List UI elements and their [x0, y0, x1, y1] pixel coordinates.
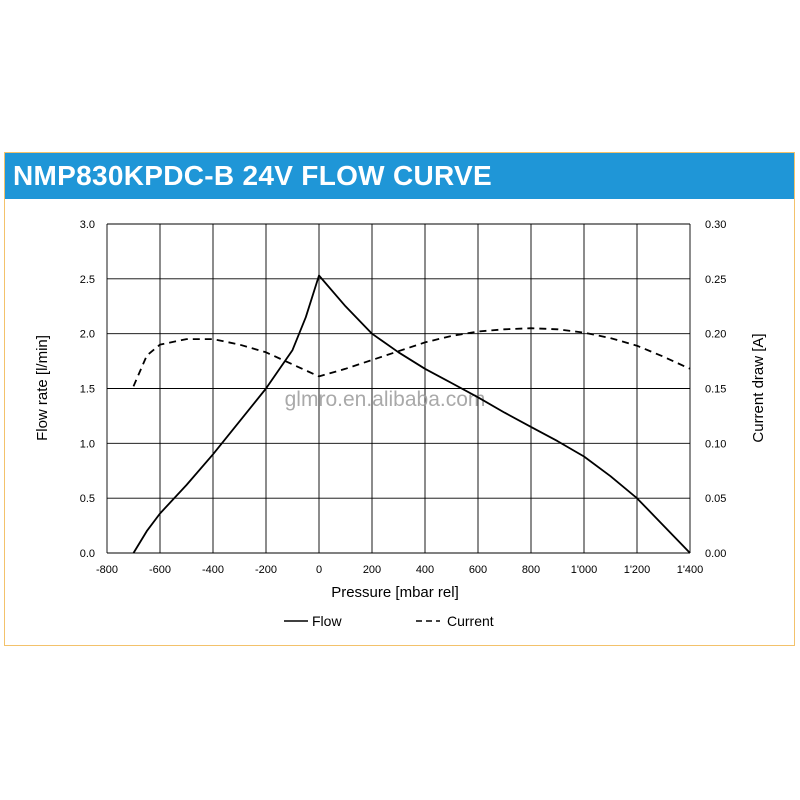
- legend: Flow Current: [284, 613, 494, 629]
- y2-tick-label-2: 0.10: [705, 438, 726, 450]
- x-tick-label-5: 200: [363, 564, 381, 576]
- legend-current-label: Current: [447, 613, 494, 629]
- x-axis-label: Pressure [mbar rel]: [331, 584, 459, 601]
- y2-tick-label-1: 0.05: [705, 493, 726, 505]
- x-tick-label-4: 0: [316, 564, 322, 576]
- y-tick-label-4: 2.0: [80, 329, 95, 341]
- y2-tick-labels: 0.00 0.05 0.10 0.15 0.20 0.25 0.30: [705, 219, 726, 560]
- x-tick-label-6: 400: [416, 564, 434, 576]
- series-lines: [132, 274, 691, 554]
- y-tick-label-1: 0.5: [80, 493, 95, 505]
- y2-axis-label: Current draw [A]: [750, 333, 767, 442]
- chart-title: NMP830KPDC-B 24V FLOW CURVE: [13, 160, 493, 191]
- x-tick-label-1: -600: [149, 564, 171, 576]
- y2-tick-label-5: 0.25: [705, 274, 726, 286]
- y2-tick-label-0: 0.00: [705, 548, 726, 560]
- x-tick-label-10: 1'200: [624, 564, 651, 576]
- watermark-text: glmro.en.alibaba.com: [285, 388, 486, 411]
- x-tick-label-3: -200: [255, 564, 277, 576]
- chart-panel: NMP830KPDC-B 24V FLOW CURVE: [4, 152, 795, 646]
- y-tick-label-0: 0.0: [80, 548, 95, 560]
- x-tick-label-0: -800: [96, 564, 118, 576]
- y-tick-label-6: 3.0: [80, 219, 95, 231]
- x-tick-labels: -800 -600 -400 -200 0 200 400 600 800 1'000 1'200 1…: [96, 564, 703, 576]
- y-tick-labels: 0.0 0.5 1.0 1.5 2.0 2.5 3.0: [80, 219, 95, 560]
- legend-flow-label: Flow: [312, 613, 342, 629]
- y2-tick-label-3: 0.15: [705, 384, 726, 396]
- x-tick-label-8: 800: [522, 564, 540, 576]
- y-axis-label: Flow rate [l/min]: [34, 335, 51, 441]
- title-bar: NMP830KPDC-B 24V FLOW CURVE: [5, 153, 794, 199]
- y-tick-label-2: 1.0: [80, 438, 95, 450]
- x-tick-label-2: -400: [202, 564, 224, 576]
- x-tick-label-9: 1'000: [571, 564, 598, 576]
- x-tick-label-7: 600: [469, 564, 487, 576]
- y2-tick-label-6: 0.30: [705, 219, 726, 231]
- x-tick-label-11: 1'400: [677, 564, 704, 576]
- y-tick-label-5: 2.5: [80, 274, 95, 286]
- y2-tick-label-4: 0.20: [705, 329, 726, 341]
- series-line-flow: [132, 274, 691, 554]
- series-line-current: [132, 327, 691, 387]
- y-tick-label-3: 1.5: [80, 384, 95, 396]
